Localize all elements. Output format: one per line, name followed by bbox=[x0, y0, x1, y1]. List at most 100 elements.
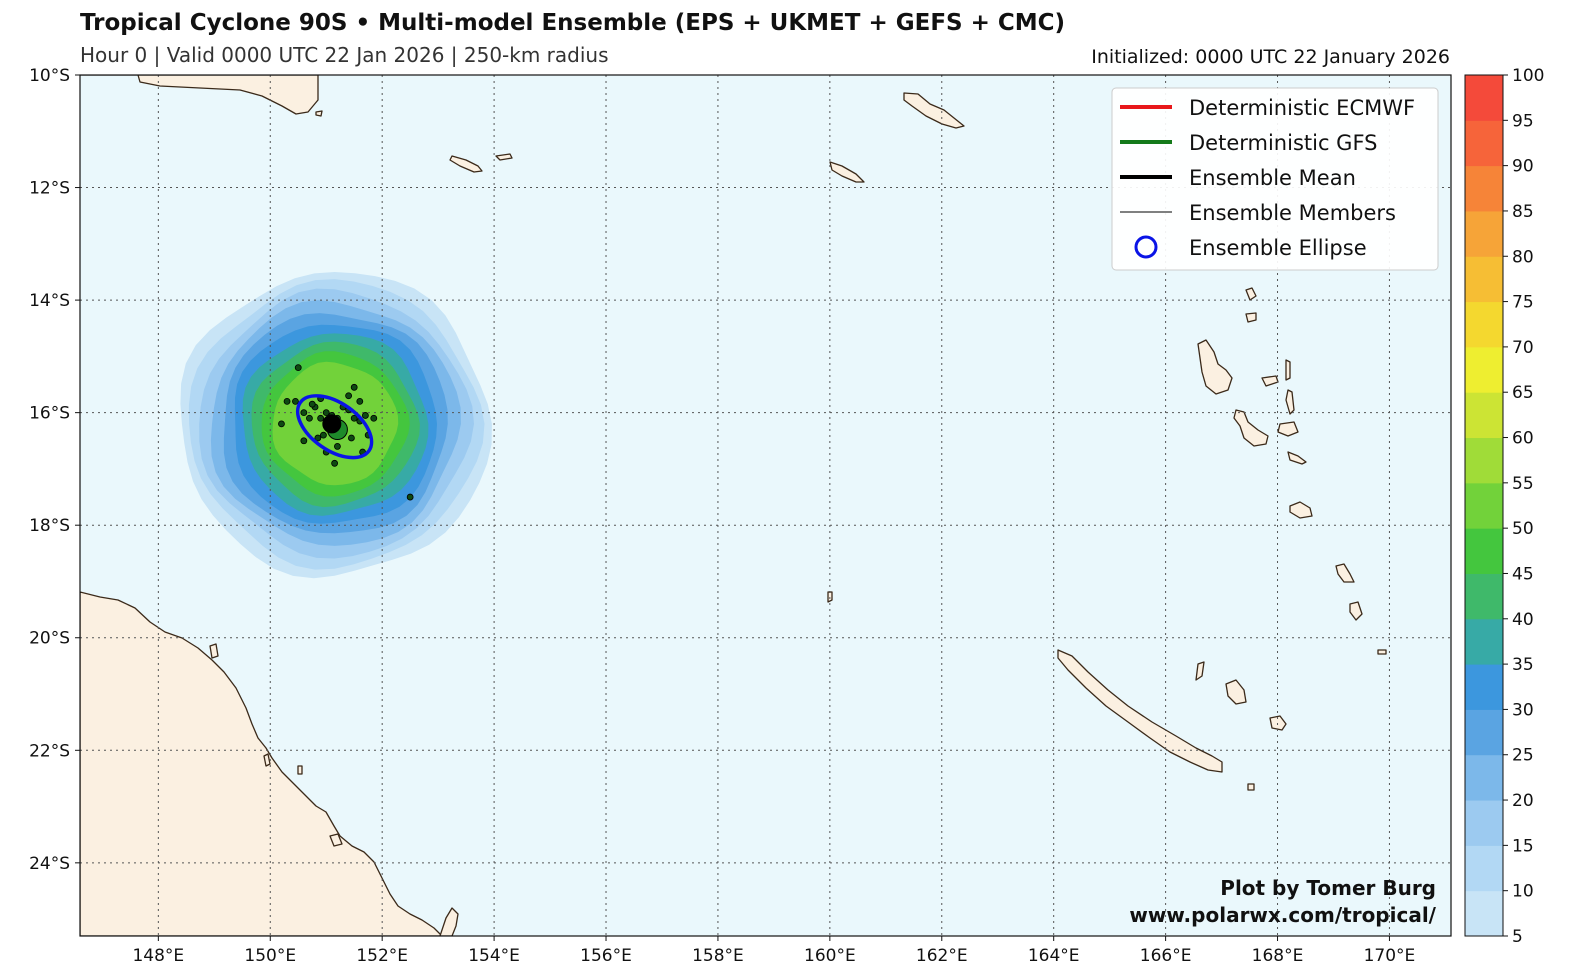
colorbar-segment bbox=[1465, 800, 1503, 846]
colorbar-segment bbox=[1465, 346, 1503, 393]
ensemble-member-point bbox=[348, 434, 355, 442]
lat-lon-gridlines bbox=[80, 75, 1451, 936]
island bbox=[1335, 563, 1355, 583]
legend-label: Ensemble Mean bbox=[1189, 166, 1356, 190]
ensemble-member-point bbox=[356, 397, 364, 405]
lon-tick-label: 168°E bbox=[1252, 946, 1304, 966]
colorbar-label: 90 bbox=[1512, 157, 1534, 177]
ensemble-ellipse bbox=[295, 394, 374, 460]
ensemble-mean-marker bbox=[322, 414, 342, 434]
colorbar-segment bbox=[1465, 165, 1503, 212]
colorbar-label: 95 bbox=[1512, 111, 1534, 131]
legend-label: Ensemble Members bbox=[1189, 201, 1396, 225]
ensemble-member-point bbox=[300, 437, 308, 445]
colorbar-segment bbox=[1465, 120, 1503, 167]
colorbar-frame bbox=[1464, 74, 1504, 937]
lat-tick-label: 14°S bbox=[29, 291, 70, 311]
ensemble-member-point bbox=[306, 414, 313, 422]
colorbar-segment bbox=[1465, 437, 1503, 484]
island bbox=[1225, 679, 1247, 705]
legend-label: Ensemble Ellipse bbox=[1189, 236, 1367, 260]
ensemble-member-point bbox=[406, 493, 414, 501]
colorbar-label: 25 bbox=[1512, 746, 1534, 766]
legend-box bbox=[1111, 87, 1439, 271]
island bbox=[495, 153, 513, 161]
ensemble-member-point bbox=[334, 443, 341, 450]
legend: Deterministic ECMWF Deterministic GFS Ense… bbox=[1111, 87, 1439, 271]
ensemble-member-point bbox=[278, 420, 285, 428]
ensemble-member-point bbox=[345, 392, 353, 400]
legend-swatch bbox=[1134, 235, 1158, 259]
colorbar-label: 75 bbox=[1512, 293, 1534, 313]
colorbar-label: 5 bbox=[1512, 927, 1523, 947]
island bbox=[1287, 451, 1307, 465]
island bbox=[1245, 287, 1257, 301]
colorbar-segment bbox=[1465, 256, 1503, 303]
lon-tick-label: 150°E bbox=[244, 946, 296, 966]
colorbar-label: 100 bbox=[1512, 66, 1544, 86]
lat-tick-label: 10°S bbox=[29, 66, 70, 86]
lat-tick-label: 16°S bbox=[29, 404, 70, 424]
lon-tick-label: 154°E bbox=[468, 946, 520, 966]
map-frame bbox=[79, 74, 1452, 937]
ensemble-positions bbox=[278, 364, 414, 501]
lat-tick-label: 12°S bbox=[29, 179, 70, 199]
island bbox=[209, 643, 219, 659]
ensemble-member-point bbox=[350, 414, 358, 422]
initialized-time: Initialized: 0000 UTC 22 January 2026 bbox=[1091, 46, 1450, 68]
colorbar-label: 80 bbox=[1512, 247, 1534, 267]
colorbar-segment bbox=[1465, 75, 1503, 121]
lon-tick-label: 162°E bbox=[916, 946, 968, 966]
colorbar-segment bbox=[1465, 482, 1503, 529]
lat-tick-label: 18°S bbox=[29, 516, 70, 536]
island bbox=[829, 161, 865, 183]
credit-url: www.polarwx.com/tropical/ bbox=[1129, 903, 1436, 927]
colorbar-label: 85 bbox=[1512, 202, 1534, 222]
island bbox=[297, 765, 303, 775]
island bbox=[1233, 409, 1269, 447]
ensemble-member-point bbox=[308, 400, 316, 408]
ensemble-member-point bbox=[322, 409, 330, 417]
lon-tick-label: 170°E bbox=[1364, 946, 1416, 966]
lat-tick-label: 22°S bbox=[29, 741, 70, 761]
new-caledonia bbox=[1057, 649, 1223, 773]
island bbox=[1285, 359, 1291, 381]
colorbar-segment bbox=[1465, 709, 1503, 756]
colorbar-label: 70 bbox=[1512, 338, 1534, 358]
lon-tick-label: 156°E bbox=[580, 946, 632, 966]
colorbar: 5 10 15 20 25 30 35 40 45 50 55 60 65 70 75 80 85 90 95 100 bbox=[1464, 66, 1544, 947]
new-guinea-coast bbox=[80, 75, 319, 115]
ensemble-member-point bbox=[331, 459, 339, 467]
ensemble-member-point bbox=[361, 412, 369, 419]
lon-tick-label: 148°E bbox=[132, 946, 184, 966]
legend-label: Deterministic GFS bbox=[1189, 131, 1378, 155]
axis-labels: 148°E 150°E 152°E 154°E 156°E 158°E 160°E 162°E… bbox=[29, 66, 1415, 966]
legend-label: Deterministic ECMWF bbox=[1189, 96, 1415, 120]
island bbox=[449, 155, 483, 173]
lon-tick-label: 164°E bbox=[1028, 946, 1080, 966]
colorbar-label: 15 bbox=[1512, 836, 1534, 856]
lon-tick-label: 160°E bbox=[804, 946, 856, 966]
island bbox=[439, 907, 459, 936]
colorbar-segment bbox=[1465, 754, 1503, 801]
ensemble-member-point bbox=[320, 431, 327, 439]
island bbox=[1245, 312, 1257, 323]
island bbox=[1277, 421, 1299, 437]
colorbar-segment bbox=[1465, 528, 1503, 574]
island bbox=[1349, 601, 1363, 621]
island bbox=[1195, 661, 1205, 681]
island bbox=[1197, 339, 1233, 395]
ensemble-member-point bbox=[294, 364, 302, 372]
island bbox=[1247, 783, 1255, 791]
lat-tick-label: 24°S bbox=[29, 854, 70, 874]
colorbar-segment bbox=[1465, 664, 1503, 710]
colorbar-label: 30 bbox=[1512, 700, 1534, 720]
ensemble-member-point bbox=[292, 397, 299, 405]
ensemble-member-point bbox=[350, 383, 358, 391]
lon-tick-label: 152°E bbox=[356, 946, 408, 966]
island bbox=[903, 92, 965, 129]
colorbar-label: 50 bbox=[1512, 519, 1534, 539]
ensemble-member-point bbox=[317, 414, 325, 422]
colorbar-label: 35 bbox=[1512, 655, 1534, 675]
